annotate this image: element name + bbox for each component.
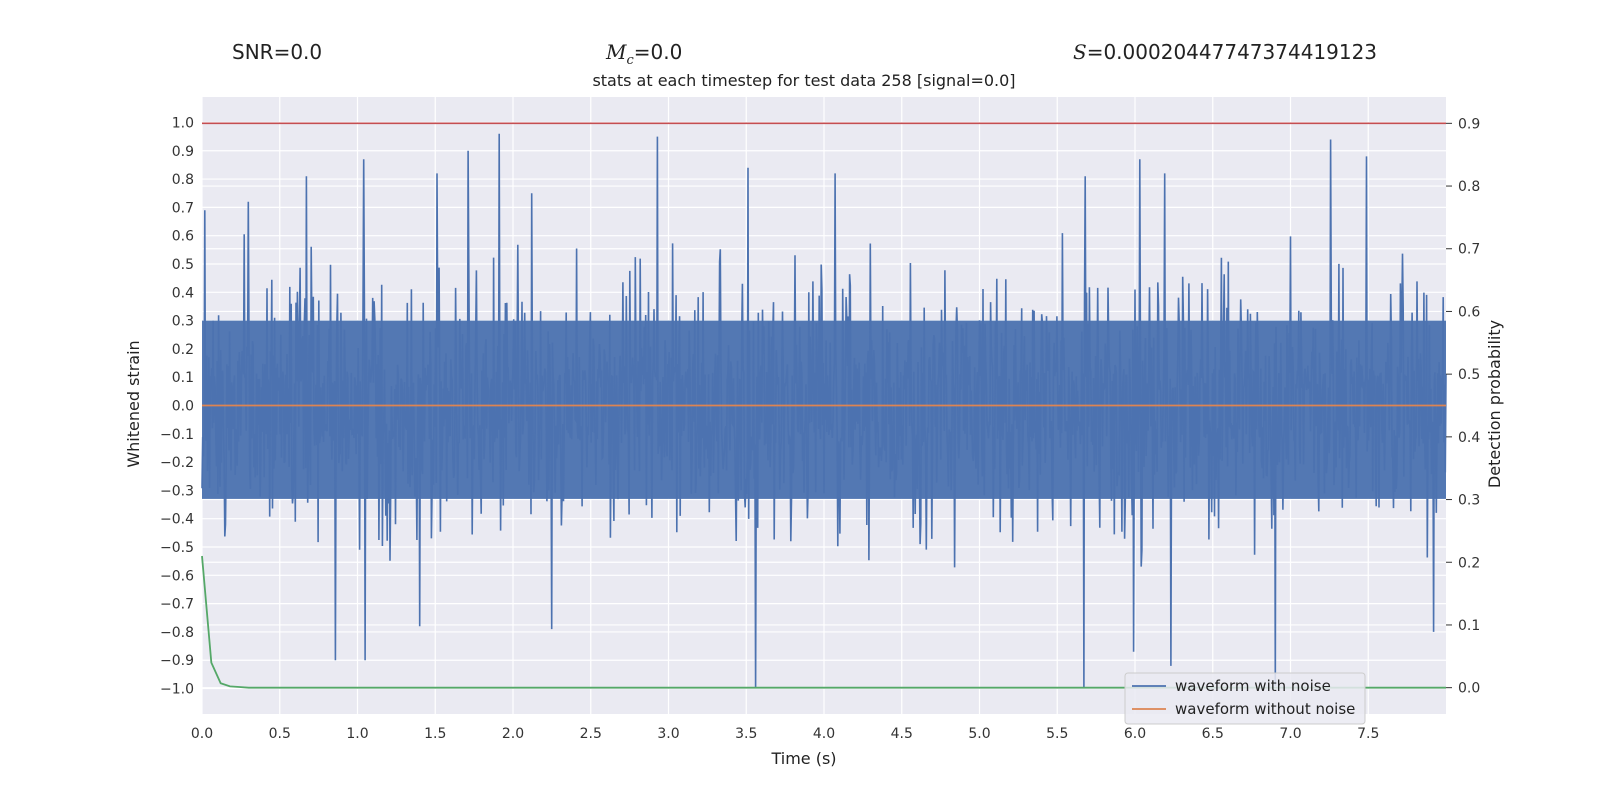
x-tick-label: 2.0 — [502, 726, 524, 742]
y-tick-label: 0.7 — [172, 200, 194, 216]
y-tick-label: −0.8 — [160, 625, 194, 641]
y2-tick-label: 0.2 — [1458, 555, 1480, 571]
detection-probability-line — [201, 555, 1446, 689]
y-tick-label: 1.0 — [172, 115, 194, 131]
y2-tick-label: 0.3 — [1458, 493, 1480, 509]
y2-tick-label: 0.1 — [1458, 618, 1480, 634]
y2-tick-label: 0.5 — [1458, 367, 1480, 383]
y-tick-label: 0.1 — [172, 370, 194, 386]
y-tick-label: −1.0 — [160, 682, 194, 698]
snr-value: =0.0 — [273, 40, 323, 64]
x-tick-label: 0.5 — [269, 726, 291, 742]
x-tick-label: 7.5 — [1357, 726, 1379, 742]
y-tick-label: −0.9 — [160, 653, 194, 669]
x-tick-label: 3.0 — [657, 726, 679, 742]
y-tick-label: −0.4 — [160, 512, 194, 528]
y2-tick-label: 0.4 — [1458, 430, 1480, 446]
x-tick-label: 4.0 — [813, 726, 835, 742]
x-tick-label: 1.5 — [424, 726, 446, 742]
s-value: =0.00020447747374419123 — [1086, 40, 1378, 64]
y-tick-label: −0.5 — [160, 540, 194, 556]
noise-trace — [201, 133, 1447, 689]
y-tick-label: 0.0 — [172, 399, 194, 415]
y-tick-label: −0.3 — [160, 483, 194, 499]
y2-axis-ticks: 0.9 0.8 0.7 0.6 0.5 0.4 0.3 0.2 0.1 0.0 — [1446, 116, 1480, 697]
x-axis-ticks: 0.0 0.5 1.0 1.5 2.0 2.5 3.0 3.5 4.0 4.5 5.0 5.5 6.0 6… — [191, 726, 1380, 742]
y-tick-label: 0.3 — [172, 314, 194, 330]
x-tick-label: 5.5 — [1046, 726, 1068, 742]
x-tick-label: 4.5 — [891, 726, 913, 742]
y-tick-label: 0.4 — [172, 285, 194, 301]
legend-box — [1124, 672, 1366, 725]
x-tick-label: 7.0 — [1279, 726, 1301, 742]
s-stat: S=0.00020447747374419123 — [1073, 40, 1377, 64]
y-tick-label: 0.9 — [172, 144, 194, 160]
s-symbol: S — [1073, 40, 1087, 64]
legend: waveform with noise waveform without noi… — [1124, 672, 1366, 725]
snr-stat: SNR=0.0 — [232, 40, 322, 64]
x-tick-label: 3.5 — [735, 726, 757, 742]
y2-tick-label: 0.9 — [1458, 116, 1480, 132]
x-tick-label: 6.0 — [1124, 726, 1146, 742]
y2-tick-label: 0.7 — [1458, 242, 1480, 258]
x-tick-label: 6.5 — [1202, 726, 1224, 742]
y2-axis-label: Detection probability — [1485, 320, 1504, 488]
x-tick-label: 0.0 — [191, 726, 213, 742]
legend-label-clean: waveform without noise — [1175, 700, 1355, 718]
y-tick-label: −0.2 — [160, 455, 194, 471]
series-detection-probability — [201, 555, 1446, 689]
y-tick-label: −0.6 — [160, 568, 194, 584]
y-tick-label: 0.6 — [172, 229, 194, 245]
y-tick-label: 0.8 — [172, 172, 194, 188]
chirp-mass-value: =0.0 — [633, 40, 683, 64]
legend-label-noise: waveform with noise — [1175, 677, 1331, 695]
y-axis-label: Whitened strain — [124, 340, 143, 467]
y-tick-label: −0.7 — [160, 597, 194, 613]
chirp-mass-stat: Mc=0.0 — [606, 40, 682, 68]
y-tick-label: 0.2 — [172, 342, 194, 358]
y2-tick-label: 0.8 — [1458, 179, 1480, 195]
x-tick-label: 2.5 — [580, 726, 602, 742]
y2-tick-label: 0.0 — [1458, 681, 1480, 697]
y-tick-label: 0.5 — [172, 257, 194, 273]
chart-title: stats at each timestep for test data 258… — [592, 71, 1015, 90]
x-tick-label: 1.0 — [346, 726, 368, 742]
x-tick-label: 5.0 — [968, 726, 990, 742]
chirp-mass-symbol: M — [606, 40, 627, 64]
y2-tick-label: 0.6 — [1458, 304, 1480, 320]
y-tick-label: −0.1 — [160, 427, 194, 443]
y-axis-ticks: 1.0 0.9 0.8 0.7 0.6 0.5 0.4 0.3 0.2 0.1 0.0 −0.1 −0.… — [160, 115, 194, 697]
series-waveform-with-noise — [201, 133, 1447, 689]
chirp-mass-subscript: c — [626, 53, 634, 68]
x-axis-label: Time (s) — [770, 749, 836, 768]
snr-label: SNR — [232, 40, 274, 64]
